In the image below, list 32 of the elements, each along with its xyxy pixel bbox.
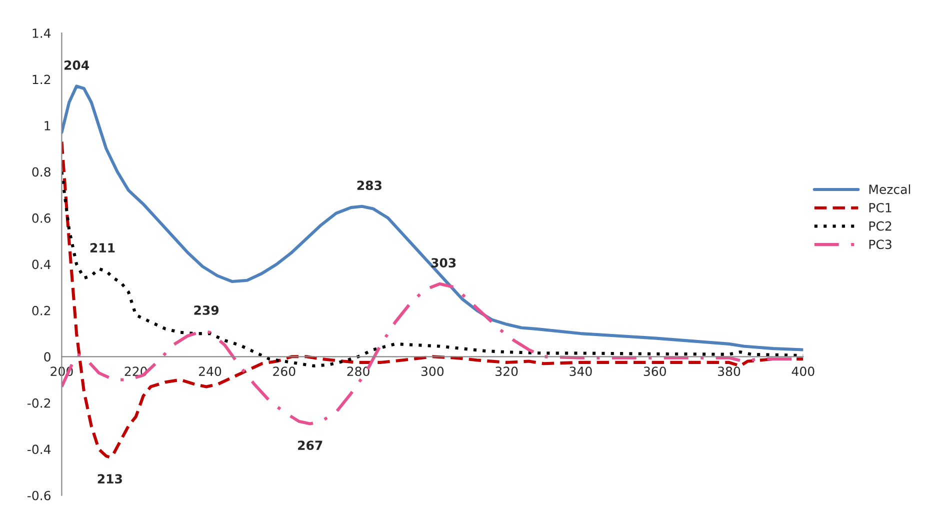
y-tick-label: 0.8: [32, 167, 50, 177]
x-tick-label: 260: [273, 366, 296, 376]
y-tick-label: 0.6: [32, 213, 51, 223]
y-tick-label: 1: [44, 121, 50, 130]
x-tick-label: 340: [570, 366, 592, 376]
legend-label: PC2: [869, 221, 892, 231]
x-tick-label: 380: [718, 366, 740, 376]
annotation: 213: [98, 474, 122, 484]
y-tick-label: 1.2: [32, 74, 50, 84]
annotation: 239: [194, 305, 219, 315]
legend-label: PC3: [869, 240, 892, 250]
annotation: 211: [90, 243, 115, 252]
legend-label: Mezcal: [869, 184, 910, 194]
y-tick-label: -0.2: [28, 398, 50, 408]
annotation: 267: [298, 440, 322, 450]
x-tick-label: 320: [496, 366, 518, 376]
annotation: 204: [64, 60, 90, 70]
x-tick-label: 360: [644, 366, 666, 376]
x-tick-label: 300: [421, 366, 444, 376]
x-tick-label: 400: [792, 366, 814, 376]
y-tick-label: -0.6: [28, 490, 51, 500]
line-series: [62, 84, 804, 352]
x-tick-label: 240: [198, 366, 222, 376]
y-tick-label: 1.4: [32, 28, 51, 38]
y-tick-label: 0: [44, 352, 50, 362]
annotation: 303: [431, 258, 456, 268]
y-tick-label: -0.4: [28, 444, 51, 454]
x-tick-label: 280: [347, 366, 370, 376]
y-tick-label: 0.2: [32, 306, 50, 316]
annotation: 283: [357, 180, 382, 190]
legend-label: PC1: [869, 202, 892, 212]
y-tick-label: 0.4: [32, 260, 51, 270]
